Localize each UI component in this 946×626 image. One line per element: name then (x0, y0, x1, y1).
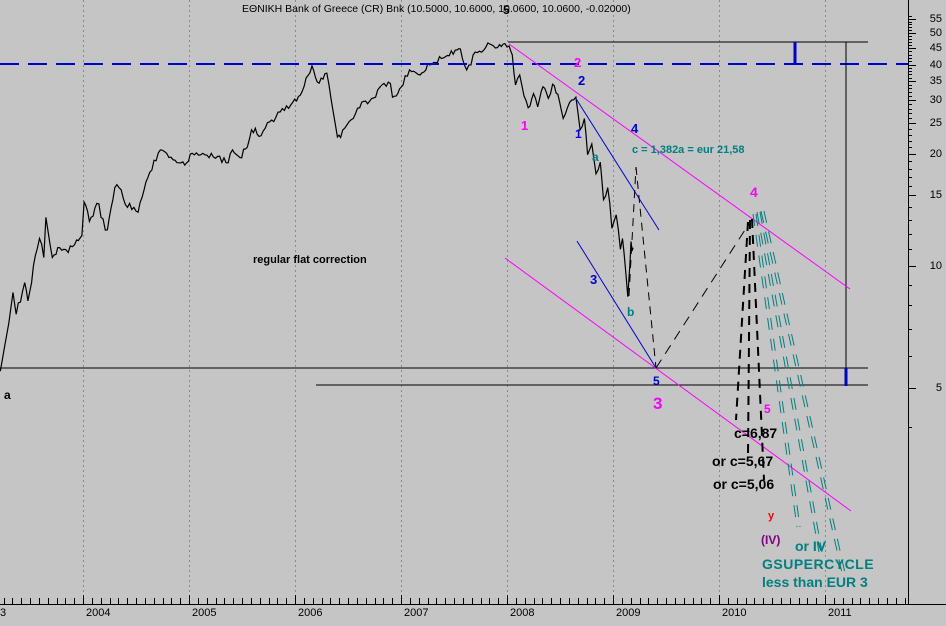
price-series (0, 42, 634, 372)
y-axis-label-35: 35 (929, 75, 942, 87)
projection-spike-down (635, 166, 657, 369)
annotation-wave-a-black: a (4, 388, 11, 402)
y-axis-label-30: 30 (929, 94, 942, 106)
y-axis-label-10: 10 (929, 260, 942, 272)
annotation-wave-2-magenta: 2 (574, 55, 582, 70)
y-axis-label-45: 45 (929, 42, 942, 54)
annotation-wave-5-magenta: 5 (764, 402, 771, 416)
x-axis-label-2009: 2009 (616, 607, 641, 619)
blue-trendline-upper (574, 96, 660, 231)
annotation-wave-y-red: y (768, 510, 775, 522)
y-axis-label-55: 55 (929, 13, 942, 25)
annotation-target-c-567: or c=5,67 (712, 453, 774, 469)
teal-fan-2a (756, 211, 820, 553)
annotation-wave-1-magenta: 1 (521, 118, 529, 133)
annotation-less-than-eur3: less than EUR 3 (762, 574, 868, 590)
teal-fan-2b (759, 211, 823, 553)
channel-lower-magenta (504, 257, 852, 512)
y-axis-label-5: 5 (935, 382, 942, 394)
x-axis-label-2008: 2008 (510, 607, 535, 619)
axes (0, 0, 946, 605)
channel-upper-magenta (508, 43, 851, 290)
black-fan-1 (735, 221, 749, 421)
black-fan-2 (747, 219, 751, 456)
black-fan-3 (751, 218, 765, 481)
y-axis-label-40: 40 (929, 59, 942, 71)
annotation-wave-3-magenta: 3 (653, 394, 663, 413)
x-axis-label-2011: 2011 (828, 607, 852, 619)
x-axis-label-2010: 2010 (722, 607, 747, 619)
projection-spike-up (628, 166, 637, 297)
annotation-target-c-1382a: c = 1,382a = eur 21,58 (632, 144, 745, 156)
annotation-target-c-687: c=6,87 (734, 425, 778, 441)
x-axis-label-2004: 2004 (86, 607, 111, 619)
annotation-wave-3-blue: 3 (590, 272, 598, 287)
teal-fan-1b (755, 213, 801, 528)
y-axis-label-25: 25 (929, 117, 942, 129)
x-axis-label-2006: 2006 (298, 607, 323, 619)
y-axis-label-20: 20 (929, 148, 942, 160)
x-axis-label-2005: 2005 (192, 607, 217, 619)
annotation-wave-4-blue: 4 (631, 121, 639, 136)
teal-fan-3b (763, 210, 846, 574)
annotation-wave-2-blue: 2 (578, 73, 586, 88)
chart-title: EΘNIKH Bank of Greece (CR) Bnk (10.5000,… (242, 3, 631, 15)
annotation-wave-a-teal: a (592, 150, 599, 164)
x-axis-label-partial-2003: 3 (0, 607, 7, 619)
annotation-wave-4-magenta: 4 (750, 184, 758, 200)
price-line (0, 42, 634, 372)
annotation-wave-1-blue: 1 (575, 127, 582, 141)
annotation-wave-b-teal: b (627, 305, 635, 319)
annotation-target-c-506: or c=5,06 (713, 476, 775, 492)
year-gridlines (83, 0, 826, 604)
x-axis-label-2007: 2007 (404, 607, 429, 619)
annotation-or-iv-teal: or IV (795, 538, 827, 554)
annotation-wave-iv-purple: (IV) (761, 533, 781, 547)
projection-rally (655, 218, 753, 369)
annotation-peak-wave-5: 5 (503, 3, 510, 17)
annotation-wave-5-blue: 5 (653, 374, 660, 388)
blue-trendline-lower (576, 240, 657, 369)
annotation-gsupercycle-teal: GSUPERCYCLE (762, 556, 875, 572)
annotation-flat-correction: regular flat correction (253, 254, 367, 266)
y-axis-label-50: 50 (929, 27, 942, 39)
teal-fan-1a (752, 213, 798, 528)
analyst-drawings (0, 41, 908, 574)
y-axis-label-15: 15 (929, 189, 942, 201)
